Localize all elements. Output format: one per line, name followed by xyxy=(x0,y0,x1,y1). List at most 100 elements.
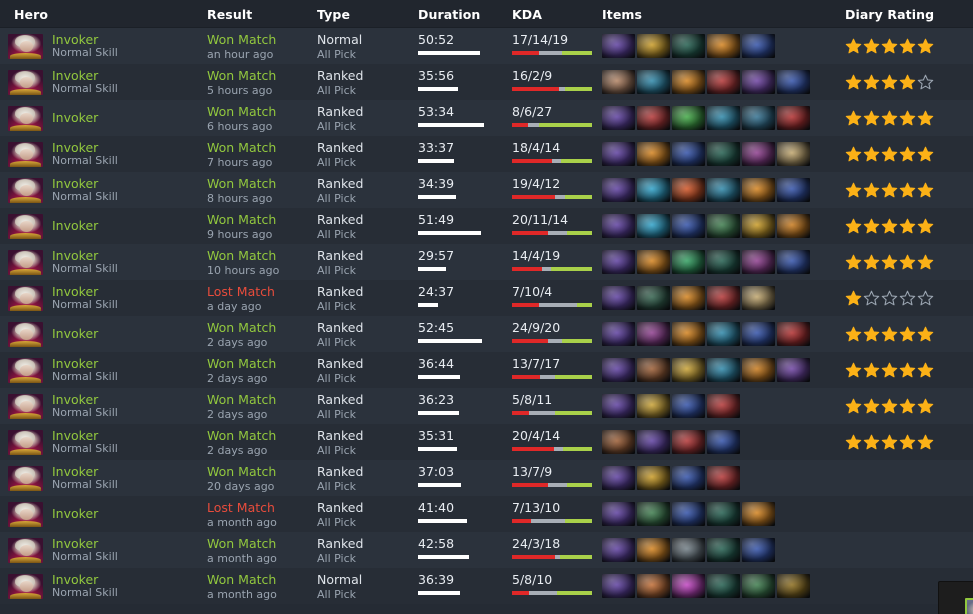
column-header-items[interactable]: Items xyxy=(602,7,643,22)
diary-rating-cell[interactable] xyxy=(845,100,934,136)
table-row[interactable]: Invoker Normal Skill Lost Match a day ago Ra… xyxy=(0,280,973,316)
diary-rating-cell[interactable] xyxy=(845,280,934,316)
hero-name[interactable]: Invoker xyxy=(52,140,99,156)
rating-star[interactable] xyxy=(899,290,916,307)
item-icon[interactable] xyxy=(672,34,705,58)
rating-star[interactable] xyxy=(881,398,898,415)
table-row[interactable]: Invoker Normal Skill Won Match 20 days ago R… xyxy=(0,460,973,496)
rating-star[interactable] xyxy=(845,38,862,55)
item-icon[interactable] xyxy=(777,322,810,346)
diary-rating-cell[interactable] xyxy=(845,64,934,100)
item-icon[interactable] xyxy=(602,394,635,418)
item-icon[interactable] xyxy=(777,214,810,238)
column-header-rating[interactable]: Diary Rating xyxy=(845,7,935,22)
rating-star[interactable] xyxy=(863,398,880,415)
rating-star[interactable] xyxy=(899,326,916,343)
item-icon[interactable] xyxy=(602,34,635,58)
hero-cell[interactable]: Invoker Normal Skill xyxy=(8,28,118,64)
column-header-hero[interactable]: Hero xyxy=(14,7,49,22)
item-icon[interactable] xyxy=(672,250,705,274)
rating-star[interactable] xyxy=(845,362,862,379)
rating-star[interactable] xyxy=(845,326,862,343)
rating-star[interactable] xyxy=(845,146,862,163)
item-icon[interactable] xyxy=(672,502,705,526)
hero-name[interactable]: Invoker xyxy=(52,506,99,522)
item-icon[interactable] xyxy=(672,394,705,418)
item-icon[interactable] xyxy=(707,286,740,310)
rating-star[interactable] xyxy=(845,182,862,199)
item-icon[interactable] xyxy=(637,70,670,94)
item-icon[interactable] xyxy=(707,502,740,526)
hero-cell[interactable]: Invoker xyxy=(8,208,98,244)
rating-star[interactable] xyxy=(881,362,898,379)
rating-star[interactable] xyxy=(845,290,862,307)
rating-star[interactable] xyxy=(881,434,898,451)
diary-rating-cell[interactable] xyxy=(845,316,934,352)
item-icon[interactable] xyxy=(742,502,775,526)
item-icon[interactable] xyxy=(637,430,670,454)
rating-star[interactable] xyxy=(917,398,934,415)
column-header-kda[interactable]: KDA xyxy=(512,7,543,22)
star-rating[interactable] xyxy=(845,182,934,199)
item-icon[interactable] xyxy=(742,250,775,274)
item-icon[interactable] xyxy=(637,502,670,526)
column-header-type[interactable]: Type xyxy=(317,7,351,22)
item-icon[interactable] xyxy=(707,466,740,490)
item-icon[interactable] xyxy=(707,214,740,238)
hero-name[interactable]: Invoker xyxy=(52,326,99,342)
rating-star[interactable] xyxy=(917,434,934,451)
rating-star[interactable] xyxy=(845,218,862,235)
rating-star[interactable] xyxy=(899,254,916,271)
item-icon[interactable] xyxy=(777,358,810,382)
item-icon[interactable] xyxy=(707,358,740,382)
hero-name[interactable]: Invoker xyxy=(52,248,99,264)
hero-name[interactable]: Invoker xyxy=(52,218,99,234)
star-rating[interactable] xyxy=(845,254,934,271)
star-rating[interactable] xyxy=(845,110,934,127)
rating-star[interactable] xyxy=(899,362,916,379)
item-icon[interactable] xyxy=(777,106,810,130)
hero-cell[interactable]: Invoker Normal Skill xyxy=(8,172,118,208)
rating-star[interactable] xyxy=(899,110,916,127)
item-icon[interactable] xyxy=(672,430,705,454)
hero-name[interactable]: Invoker xyxy=(52,32,99,48)
item-icon[interactable] xyxy=(672,106,705,130)
item-icon[interactable] xyxy=(602,538,635,562)
item-icon[interactable] xyxy=(742,322,775,346)
item-icon[interactable] xyxy=(777,250,810,274)
item-icon[interactable] xyxy=(742,574,775,598)
rating-star[interactable] xyxy=(881,254,898,271)
item-icon[interactable] xyxy=(777,142,810,166)
item-icon[interactable] xyxy=(672,286,705,310)
hero-name[interactable]: Invoker xyxy=(52,356,99,372)
item-icon[interactable] xyxy=(637,322,670,346)
item-icon[interactable] xyxy=(707,142,740,166)
item-icon[interactable] xyxy=(602,322,635,346)
item-icon[interactable] xyxy=(707,430,740,454)
star-rating[interactable] xyxy=(845,146,934,163)
item-icon[interactable] xyxy=(602,106,635,130)
item-icon[interactable] xyxy=(777,70,810,94)
star-rating[interactable] xyxy=(845,398,934,415)
hero-name[interactable]: Invoker xyxy=(52,110,99,126)
item-icon[interactable] xyxy=(602,574,635,598)
item-icon[interactable] xyxy=(637,106,670,130)
rating-star[interactable] xyxy=(863,434,880,451)
table-row[interactable]: Invoker Normal Skill Won Match an hour ago N… xyxy=(0,28,973,64)
item-icon[interactable] xyxy=(707,394,740,418)
rating-star[interactable] xyxy=(845,254,862,271)
rating-star[interactable] xyxy=(917,290,934,307)
star-rating[interactable] xyxy=(845,362,934,379)
item-icon[interactable] xyxy=(672,178,705,202)
rating-star[interactable] xyxy=(917,326,934,343)
item-icon[interactable] xyxy=(707,250,740,274)
column-header-result[interactable]: Result xyxy=(207,7,253,22)
hero-cell[interactable]: Invoker Normal Skill xyxy=(8,460,118,496)
rating-star[interactable] xyxy=(917,362,934,379)
rating-star[interactable] xyxy=(881,38,898,55)
rating-star[interactable] xyxy=(899,146,916,163)
rating-star[interactable] xyxy=(881,74,898,91)
item-icon[interactable] xyxy=(637,538,670,562)
hero-name[interactable]: Invoker xyxy=(52,284,99,300)
item-icon[interactable] xyxy=(672,70,705,94)
